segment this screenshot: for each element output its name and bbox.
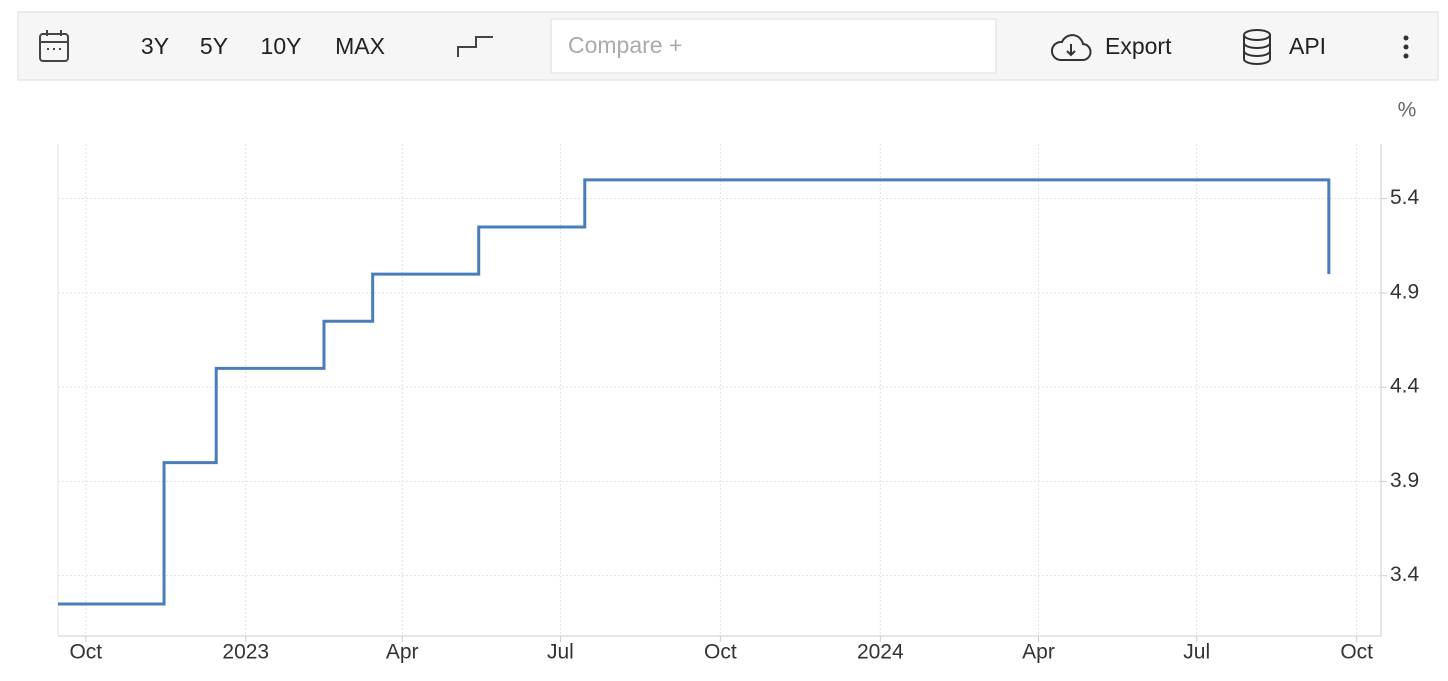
step-icon[interactable]	[457, 36, 493, 57]
export-button[interactable]: Export	[1105, 33, 1172, 59]
x-tick-label: Oct	[1340, 641, 1373, 664]
x-tick-label: Oct	[704, 641, 737, 664]
x-tick-label: Apr	[386, 641, 419, 664]
unit-label: %	[1398, 99, 1417, 122]
calendar-icon[interactable]	[39, 30, 69, 62]
x-tick-label: Jul	[1183, 641, 1210, 664]
plot: 3.4 3.9 4.4 4.9 5.4 Oct 2023 Apr Jul Oct 2024 Apr Ju…	[57, 144, 1420, 664]
range-button[interactable]: 3Y	[141, 33, 169, 59]
y-tick-label: 5.4	[1390, 186, 1420, 209]
y-tick-label: 3.4	[1390, 563, 1420, 586]
x-tick-label: 2023	[222, 641, 269, 664]
compare-placeholder[interactable]: Compare +	[568, 32, 682, 58]
x-tick-label: Apr	[1022, 641, 1055, 664]
x-tick-label: 2024	[857, 641, 904, 664]
compare-input[interactable]	[550, 18, 997, 74]
line-series	[58, 178, 1331, 606]
database-icon[interactable]	[1243, 29, 1271, 65]
toolbar: 3Y 5Y 10Y MAX Compare + Export API	[17, 11, 1439, 81]
cloud-icon[interactable]	[1051, 34, 1092, 61]
x-tick-label: Jul	[547, 641, 574, 664]
y-tick-label: 3.9	[1390, 469, 1419, 492]
x-tick-label: Oct	[69, 641, 102, 664]
api-button[interactable]: API	[1289, 33, 1326, 59]
range-button[interactable]: MAX	[335, 33, 385, 59]
menu-icon[interactable]	[1403, 35, 1409, 59]
y-tick-label: 4.9	[1390, 280, 1419, 303]
range-button[interactable]: 10Y	[261, 33, 302, 59]
range-button[interactable]: 5Y	[200, 33, 228, 59]
y-tick-label: 4.4	[1390, 375, 1420, 398]
